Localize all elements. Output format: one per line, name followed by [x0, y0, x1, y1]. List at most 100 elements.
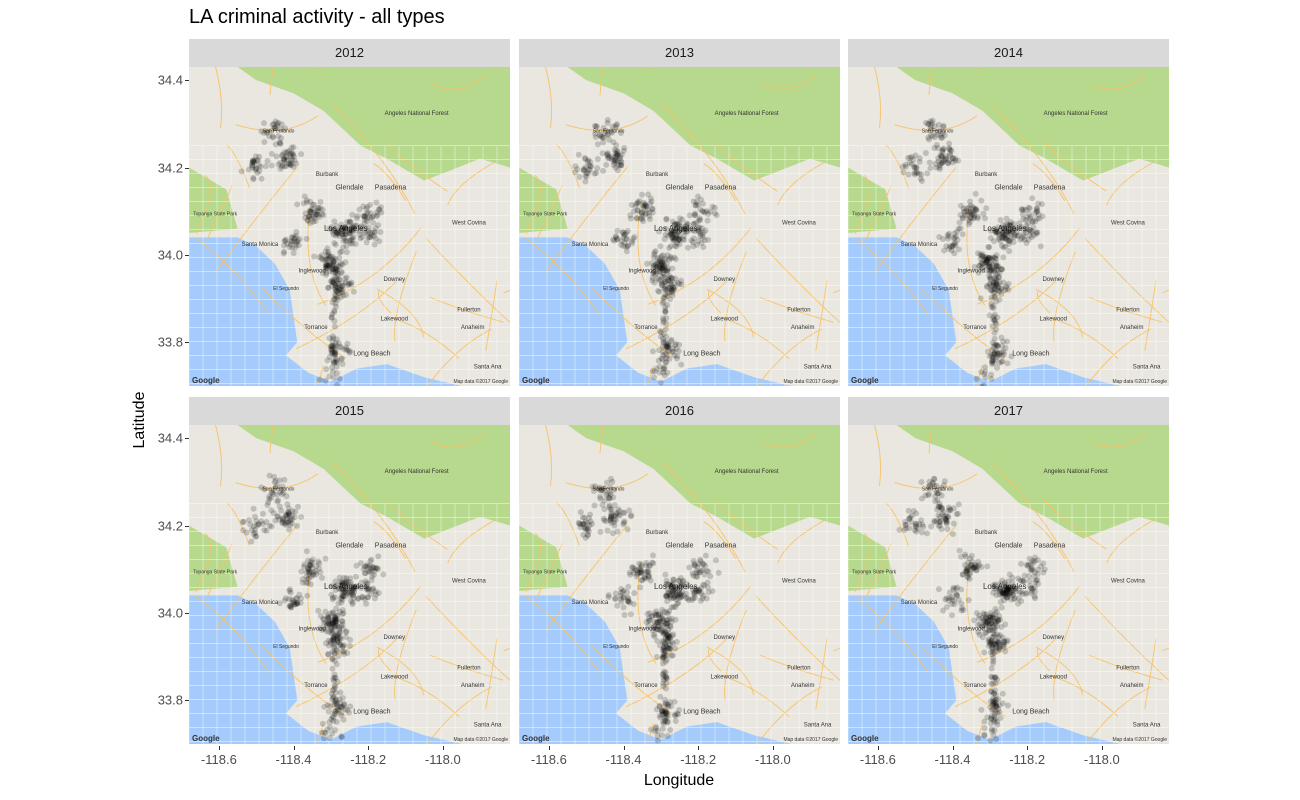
- crime-point: [347, 579, 354, 586]
- crime-point: [1000, 589, 1007, 596]
- crime-point: [1032, 210, 1039, 217]
- crime-point: [1002, 589, 1009, 596]
- crime-point: [948, 147, 955, 154]
- crime-point: [293, 600, 300, 607]
- crime-point: [929, 479, 936, 486]
- crime-point: [927, 165, 934, 172]
- crime-point: [673, 240, 680, 247]
- crime-point: [661, 285, 668, 292]
- crime-point: [613, 153, 620, 160]
- crime-point: [993, 226, 1000, 233]
- crime-point: [635, 200, 642, 207]
- crime-point: [1005, 286, 1012, 293]
- crime-point: [627, 513, 634, 520]
- crime-point: [613, 511, 620, 518]
- crime-point: [276, 516, 283, 523]
- crime-point: [640, 202, 647, 209]
- crime-point: [305, 213, 312, 220]
- crime-point: [1029, 557, 1036, 564]
- crime-point: [661, 627, 668, 634]
- crime-point: [605, 494, 612, 501]
- crime-point: [650, 270, 657, 277]
- crime-point: [332, 286, 339, 293]
- crime-point: [945, 160, 952, 167]
- crime-point: [1037, 243, 1044, 250]
- crime-point: [322, 729, 329, 736]
- crime-point: [361, 216, 368, 223]
- crime-point: [1033, 577, 1040, 584]
- crime-point: [633, 214, 640, 221]
- crime-point: [340, 244, 347, 251]
- crime-point: [658, 732, 665, 739]
- crime-point: [1027, 226, 1034, 233]
- crime-point: [331, 307, 338, 314]
- crime-point: [270, 510, 277, 517]
- crime-point: [644, 568, 651, 575]
- crime-point: [344, 589, 351, 596]
- crime-point: [277, 165, 284, 172]
- crime-point: [986, 255, 993, 262]
- crime-point: [322, 248, 329, 255]
- crime-point: [965, 597, 972, 604]
- crime-point: [348, 581, 355, 588]
- crime-point: [1007, 586, 1014, 593]
- crime-point: [978, 623, 985, 630]
- crime-point: [349, 586, 356, 593]
- crime-point: [668, 229, 675, 236]
- crime-point: [992, 700, 999, 707]
- crime-point: [332, 281, 339, 288]
- crime-point: [995, 645, 1002, 652]
- crime-point: [651, 619, 658, 626]
- crime-point: [303, 548, 310, 555]
- crime-point: [605, 592, 612, 599]
- crime-point: [998, 242, 1005, 249]
- crime-point: [603, 127, 610, 134]
- crime-point: [646, 563, 653, 570]
- crime-point: [671, 254, 678, 261]
- crime-point: [991, 289, 998, 296]
- crime-point: [996, 709, 1003, 716]
- crime-point: [707, 573, 714, 580]
- crime-point: [619, 588, 626, 595]
- crime-point: [332, 282, 339, 289]
- crime-point: [668, 638, 675, 645]
- crime-point: [932, 498, 939, 505]
- crime-point: [323, 619, 330, 626]
- crime-point: [948, 601, 955, 608]
- crime-point: [657, 262, 664, 269]
- crime-point: [913, 520, 920, 527]
- crime-point: [983, 613, 990, 620]
- crime-point: [936, 127, 943, 134]
- crime-point: [343, 237, 350, 244]
- crime-point: [338, 709, 345, 716]
- crime-point: [339, 643, 346, 650]
- crime-point: [1020, 578, 1027, 585]
- crime-point: [993, 347, 1000, 354]
- map-place-label: Long Beach: [1012, 708, 1049, 715]
- crime-point: [967, 210, 974, 217]
- crime-point: [621, 231, 628, 238]
- crime-point: [664, 652, 671, 659]
- map-place-label: Inglewood: [957, 626, 984, 632]
- crime-point: [332, 615, 339, 622]
- crime-point: [276, 503, 283, 510]
- crime-point: [665, 703, 672, 710]
- map-place-label: Santa Ana: [474, 365, 502, 371]
- crime-point: [253, 533, 260, 540]
- crime-point: [993, 280, 1000, 287]
- y-tick-mark: [185, 167, 189, 169]
- crime-point: [657, 642, 664, 649]
- crime-point: [272, 125, 279, 132]
- crime-point: [663, 675, 670, 682]
- crime-point: [618, 159, 625, 166]
- crime-point: [646, 562, 653, 569]
- crime-point: [294, 600, 301, 607]
- crime-point: [669, 588, 676, 595]
- crime-point: [325, 618, 332, 625]
- crime-point: [691, 228, 698, 235]
- crime-point: [1009, 584, 1016, 591]
- crime-point: [995, 617, 1002, 624]
- crime-point: [341, 582, 348, 589]
- crime-point: [661, 236, 668, 243]
- crime-point: [582, 534, 589, 541]
